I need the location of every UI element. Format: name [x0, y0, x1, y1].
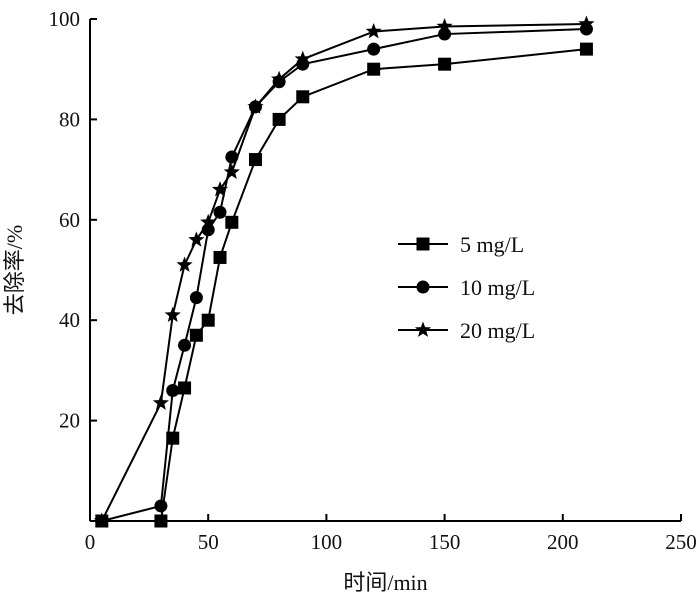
data-point: [166, 383, 180, 397]
legend-item: 5 mg/L: [398, 232, 524, 257]
data-point: [189, 328, 203, 342]
data-point: [178, 338, 192, 352]
series-line: [100, 23, 587, 522]
y-tick-label: 40: [59, 308, 80, 332]
y-tick-label: 80: [59, 107, 80, 131]
data-point: [152, 394, 169, 410]
data-point: [225, 215, 239, 229]
legend: 5 mg/L 10 mg/L 20 mg/L: [398, 232, 535, 343]
data-point: [213, 205, 227, 219]
series: [93, 15, 595, 528]
series-square: [95, 42, 593, 528]
legend-item: 10 mg/L: [398, 275, 535, 300]
legend-label: 20 mg/L: [460, 318, 535, 343]
data-point: [93, 512, 110, 528]
data-point: [200, 213, 217, 230]
data-point: [154, 514, 168, 528]
y-axis-title: 去除率/%: [2, 225, 27, 315]
data-point: [178, 381, 192, 395]
x-axis-title: 时间/min: [343, 570, 427, 595]
data-point: [166, 431, 180, 445]
data-point: [271, 70, 288, 87]
series-circle: [95, 22, 593, 528]
legend-marker: [416, 280, 430, 294]
data-point: [201, 313, 215, 327]
x-tick-label: 150: [429, 530, 461, 554]
data-point: [367, 42, 381, 56]
data-point: [436, 18, 453, 34]
data-point: [365, 23, 382, 39]
data-point: [294, 50, 311, 67]
data-point: [248, 153, 262, 167]
legend-label: 10 mg/L: [460, 275, 535, 300]
legend-marker: [414, 321, 432, 337]
data-point: [223, 163, 240, 179]
series-line: [101, 48, 587, 522]
data-point: [438, 57, 452, 71]
x-tick-label: 100: [311, 530, 343, 554]
data-point: [213, 250, 227, 264]
data-point: [211, 181, 229, 197]
y-tick-label: 60: [59, 208, 80, 232]
y-tick-label: 20: [59, 409, 80, 433]
series-line: [101, 28, 587, 522]
axes: [89, 19, 681, 522]
data-point: [154, 499, 168, 513]
data-point: [579, 42, 593, 56]
ticks: 0 50 100 150 200 250 20 40 60 80 100: [49, 7, 697, 554]
data-point: [367, 62, 381, 76]
data-point: [296, 90, 310, 104]
data-point: [188, 231, 205, 247]
x-tick-label: 250: [665, 530, 697, 554]
x-tick-label: 200: [547, 530, 579, 554]
data-point: [164, 306, 181, 323]
legend-item: 20 mg/L: [398, 318, 535, 343]
data-point: [247, 98, 264, 114]
data-point: [176, 256, 193, 272]
y-tick-label: 100: [49, 7, 81, 31]
data-point: [189, 291, 203, 305]
data-point: [578, 15, 595, 31]
x-tick-label: 50: [198, 530, 219, 554]
legend-label: 5 mg/L: [460, 232, 524, 257]
data-point: [272, 112, 286, 126]
legend-marker: [416, 237, 430, 251]
series-star: [93, 15, 595, 528]
x-tick-label: 0: [85, 530, 96, 554]
